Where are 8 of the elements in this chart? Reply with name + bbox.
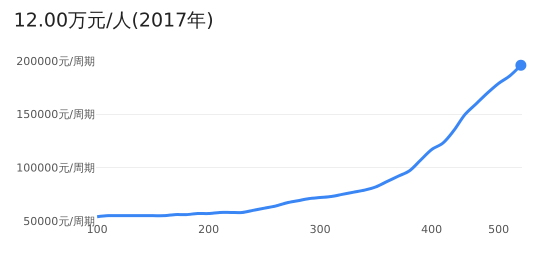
y-tick-label: 200000元/周期 bbox=[16, 54, 95, 68]
y-tick-label: 100000元/周期 bbox=[16, 162, 95, 175]
x-tick-label: 200 bbox=[198, 223, 220, 236]
x-tick-label: 400 bbox=[421, 223, 442, 236]
y-tick-label: 150000元/周期 bbox=[16, 108, 95, 122]
x-tick-label: 500 bbox=[488, 223, 510, 236]
chart-title: 12.00万元/人(2017年) bbox=[14, 10, 214, 32]
x-tick-label: 300 bbox=[310, 223, 331, 236]
